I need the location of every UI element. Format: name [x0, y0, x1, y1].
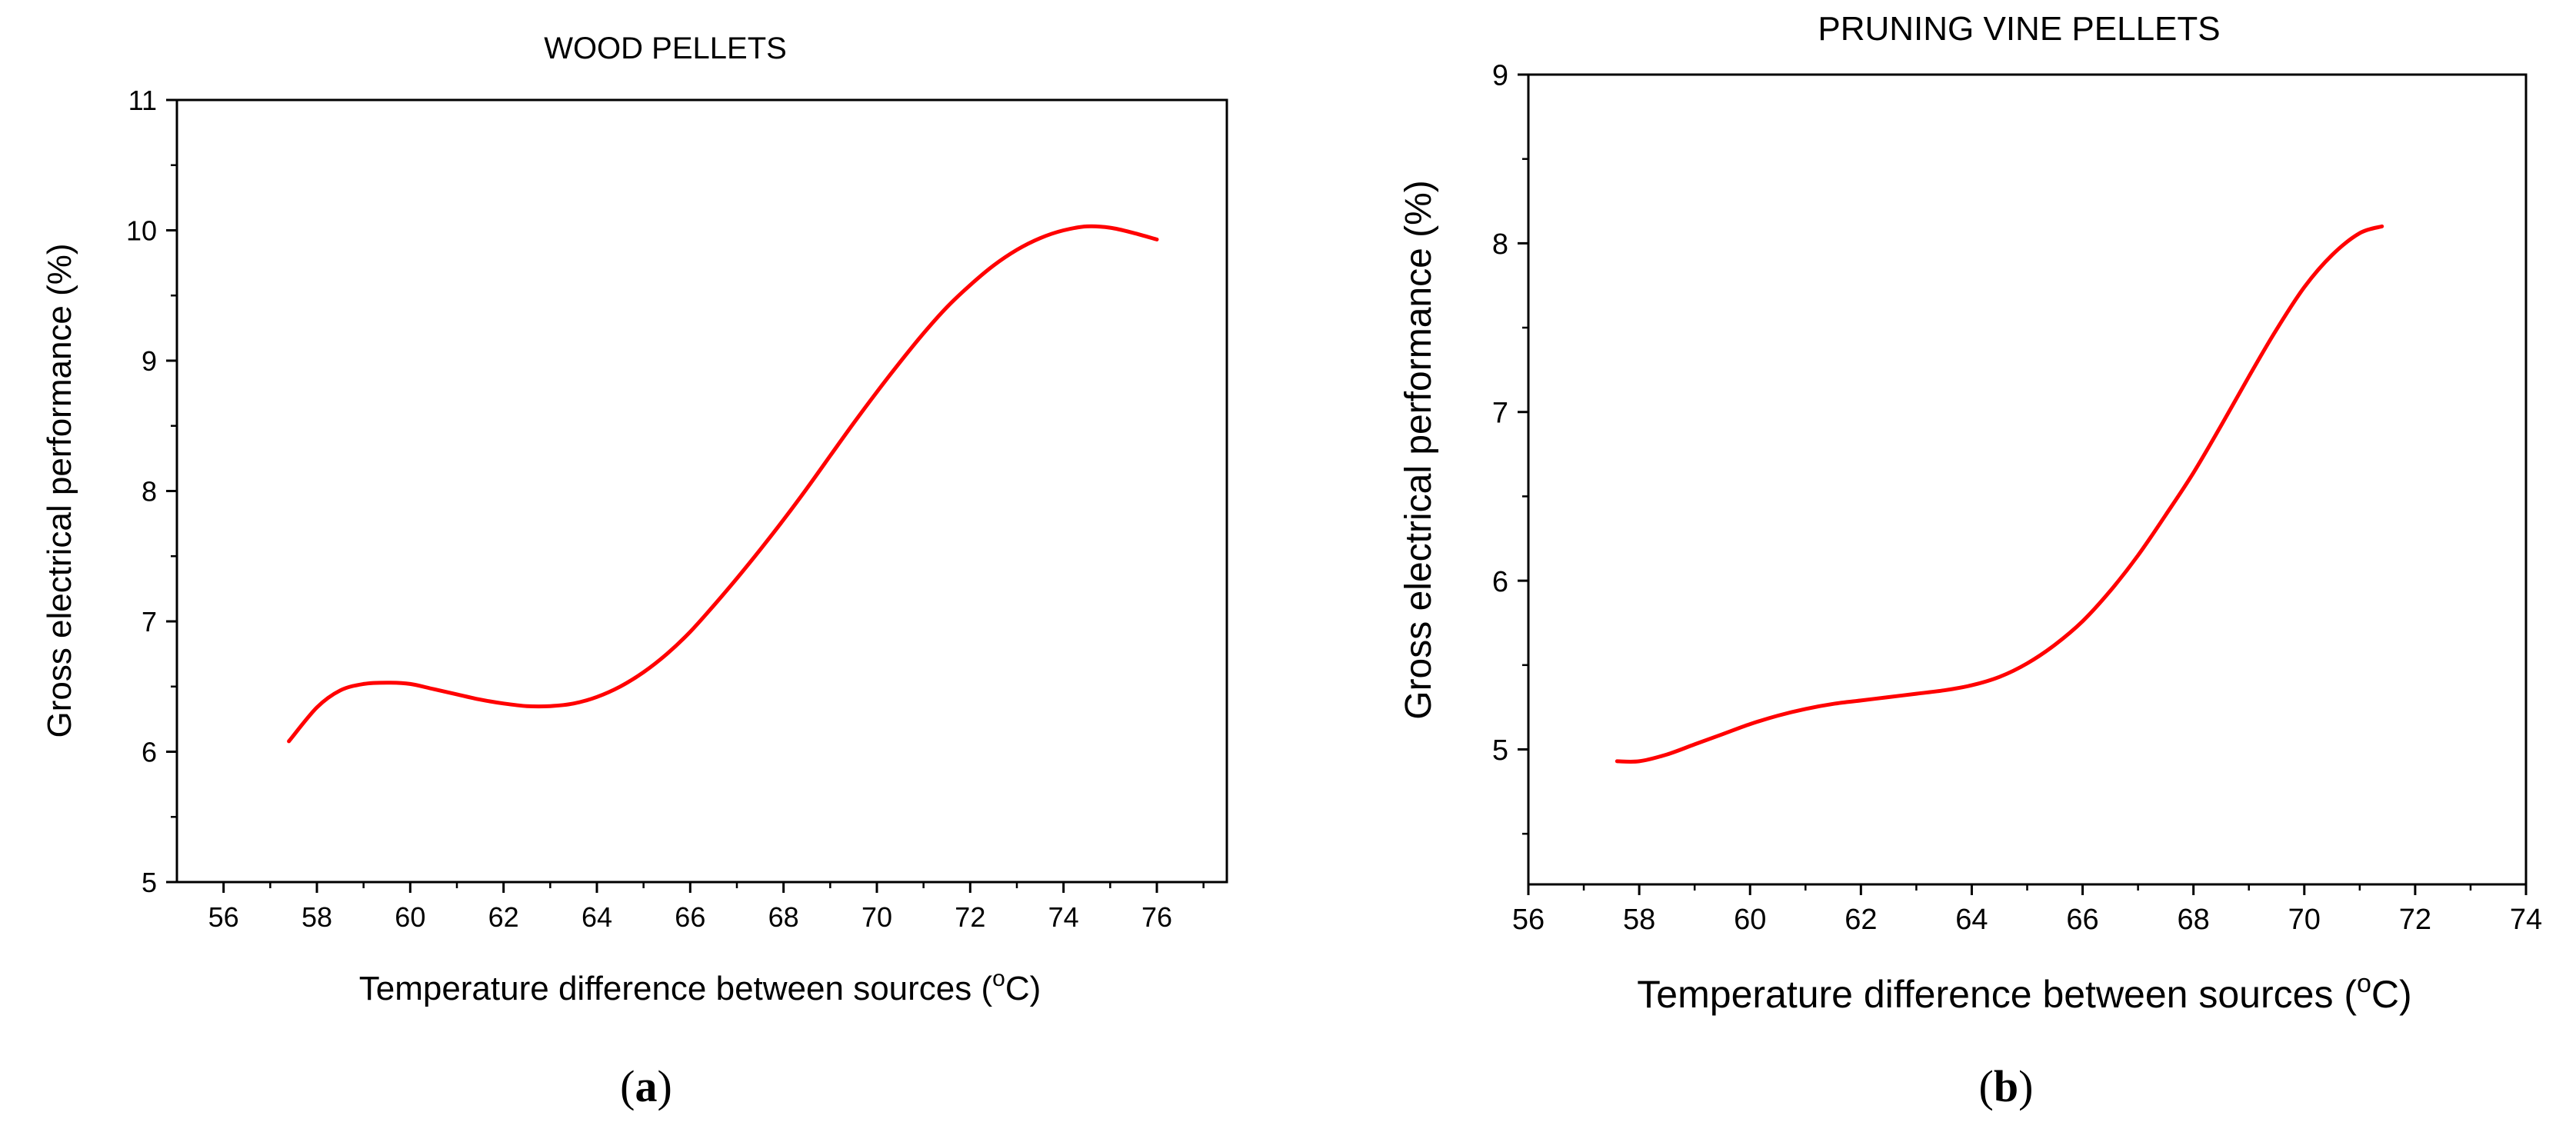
x-tick-label: 68	[768, 901, 799, 933]
y-tick-label: 11	[128, 85, 157, 116]
panel-a-caption-letter: a	[635, 1061, 658, 1111]
panel-a-plot-frame	[175, 98, 1228, 884]
panel-a-series-line	[287, 224, 1159, 744]
panel-b-x-tick-labels: 56 58 60 62 64 66 68 70 72 74	[1512, 904, 2542, 936]
panel-b-y-axis-label: Gross electrical performance (%)	[1398, 180, 1439, 720]
panel-a-x-axis-ticks	[222, 882, 1205, 893]
y-tick-label: 8	[142, 475, 157, 507]
x-tick-label: 60	[395, 901, 425, 933]
x-tick-label: 60	[1734, 904, 1766, 936]
x-tick-label: 64	[582, 901, 612, 933]
panel-b-series-line	[1615, 224, 2384, 764]
y-tick-label: 9	[1492, 60, 1508, 92]
panel-a-x-axis-label: Temperature difference between sources (…	[359, 966, 1041, 1007]
y-tick-label: 9	[142, 345, 157, 377]
x-tick-label: 72	[2399, 904, 2431, 936]
x-tick-label: 66	[2066, 904, 2098, 936]
panel-b-caption-letter: b	[1994, 1061, 2018, 1111]
x-tick-label: 66	[675, 901, 705, 933]
y-tick-label: 7	[142, 606, 157, 638]
x-tick-label: 70	[2288, 904, 2321, 936]
panel-b-plot-frame	[1527, 73, 2528, 886]
x-tick-label: 62	[1845, 904, 1877, 936]
panel-a-x-tick-labels: 56 58 60 62 64 66 68 70 72 74 76	[208, 901, 1172, 933]
panel-a-x-axis-label-sup: o	[992, 966, 1005, 991]
panel-a-y-axis-ticks	[166, 98, 177, 884]
panel-b-y-axis-ticks	[1518, 73, 1528, 835]
panel-a-y-tick-labels: 5 6 7 8 9 10 11	[126, 85, 157, 898]
y-tick-label: 5	[142, 867, 157, 898]
x-tick-label: 56	[208, 901, 239, 933]
panel-b-title: PRUNING VINE PELLETS	[1818, 10, 2220, 48]
panel-b-x-axis-label: Temperature difference between sources (…	[1637, 969, 2411, 1016]
x-tick-label: 74	[1048, 901, 1079, 933]
x-tick-label: 70	[861, 901, 892, 933]
panel-b-x-axis-label-sup: o	[2357, 969, 2371, 998]
panel-a-y-axis-label: Gross electrical performance (%)	[41, 243, 78, 737]
panel-b-caption: (b)	[1979, 1061, 2034, 1111]
y-tick-label: 10	[126, 215, 157, 246]
panel-b-x-axis-label-end: C)	[2371, 973, 2412, 1016]
y-tick-label: 7	[1492, 397, 1508, 429]
x-tick-label: 64	[1955, 904, 1988, 936]
y-tick-label: 6	[1492, 566, 1508, 598]
panel-b-x-axis-label-main: Temperature difference between sources (	[1637, 973, 2357, 1016]
y-tick-label: 8	[1492, 228, 1508, 261]
x-tick-label: 58	[1623, 904, 1655, 936]
y-tick-label: 5	[1492, 734, 1508, 767]
x-tick-label: 56	[1512, 904, 1545, 936]
y-tick-label: 6	[142, 736, 157, 767]
panel-a-title: WOOD PELLETS	[544, 32, 787, 65]
x-tick-label: 72	[955, 901, 985, 933]
panel-a-x-axis-label-main: Temperature difference between sources (	[359, 970, 993, 1007]
x-tick-label: 58	[302, 901, 332, 933]
panel-b-y-tick-labels: 5 6 7 8 9	[1492, 60, 1508, 767]
x-tick-label: 74	[2510, 904, 2542, 936]
x-tick-label: 62	[488, 901, 519, 933]
panel-a-caption: (a)	[620, 1061, 672, 1111]
panel-a-x-axis-label-end: C)	[1005, 970, 1041, 1007]
panel-b-x-axis-ticks	[1527, 884, 2528, 895]
x-tick-label: 68	[2178, 904, 2210, 936]
x-tick-label: 76	[1141, 901, 1172, 933]
